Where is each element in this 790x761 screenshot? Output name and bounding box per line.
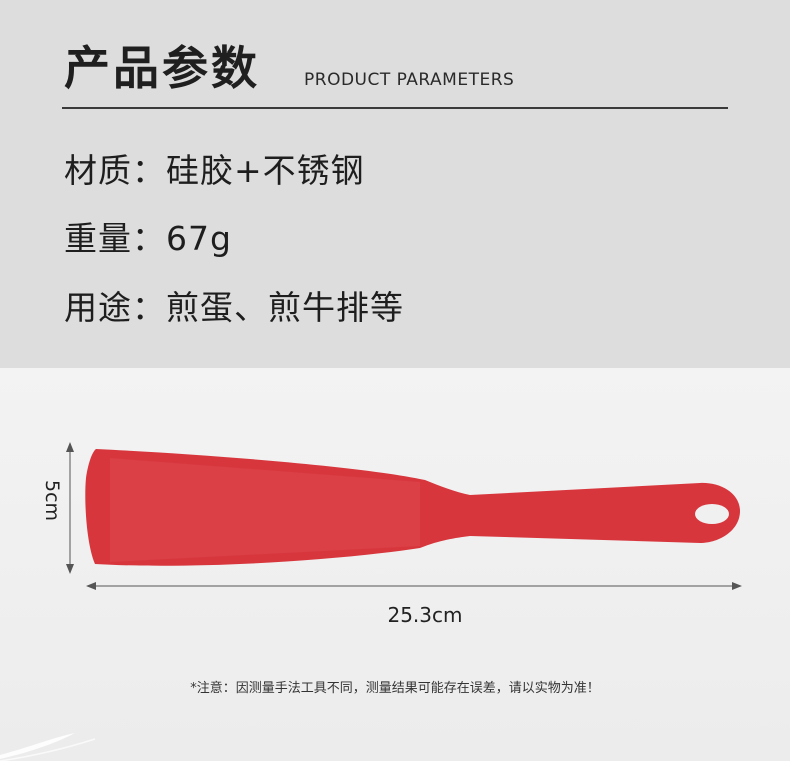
section-title: 产品参数 [64, 41, 260, 95]
height-dimension-line [66, 442, 74, 574]
parameters-panel: 产品参数 PRODUCT PARAMETERS 材质：硅胶+不锈钢 重量：67g… [0, 0, 790, 368]
hanging-hole [695, 504, 729, 524]
length-dimension-line [86, 582, 742, 590]
spatula-illustration [85, 449, 740, 566]
product-diagram [66, 442, 742, 590]
decorative-swirl [0, 733, 96, 761]
spec-weight: 重量：67g [64, 219, 232, 258]
title-divider [62, 107, 728, 109]
spatula-icon [85, 449, 740, 566]
measurement-note: *注意：因测量手法工具不同，测量结果可能存在误差，请以实物为准！ [190, 681, 600, 696]
height-label: 5cm [41, 480, 63, 522]
section-subtitle: PRODUCT PARAMETERS [304, 70, 515, 90]
length-label: 25.3cm [387, 603, 463, 627]
spec-usage: 用途：煎蛋、煎牛排等 [64, 288, 404, 327]
spec-material: 材质：硅胶+不锈钢 [64, 151, 365, 190]
